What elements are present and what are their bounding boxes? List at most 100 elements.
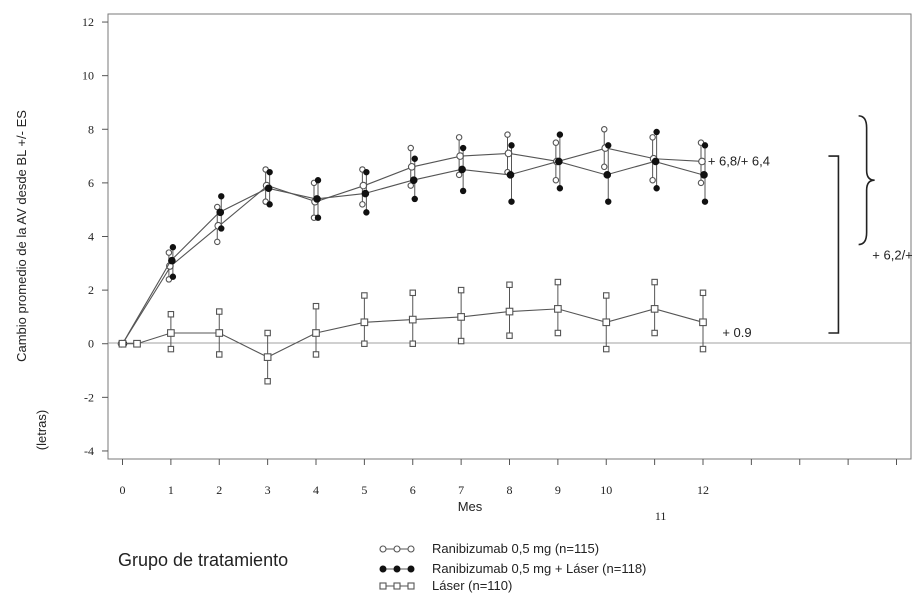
- x-tick-label: 2: [216, 483, 222, 497]
- data-point: [602, 292, 610, 299]
- y-tick-label: 12: [82, 15, 94, 29]
- y-axis-label-line1: Cambio promedio de la AV desde BL +/- ES: [14, 110, 29, 362]
- data-point: [359, 181, 368, 190]
- data-point: [409, 289, 417, 297]
- data-point: [505, 307, 514, 316]
- x-tick-label: 1: [168, 483, 174, 497]
- data-point: [218, 193, 225, 200]
- y-tick-label: 0: [88, 337, 94, 351]
- x-tick-label: 8: [507, 483, 513, 497]
- data-point: [214, 203, 221, 211]
- legend-label: Ranibizumab 0,5 mg (n=115): [432, 541, 599, 556]
- data-point: [216, 351, 223, 358]
- data-point: [264, 329, 271, 337]
- data-point: [556, 185, 564, 192]
- data-point: [407, 582, 415, 590]
- data-point: [214, 238, 221, 246]
- data-point: [363, 168, 370, 176]
- data-point: [603, 171, 612, 179]
- x-extra-label: 11: [655, 509, 667, 523]
- data-point: [264, 184, 273, 193]
- data-point: [650, 305, 659, 313]
- legend-title: Grupo de tratamiento: [118, 550, 288, 570]
- data-point: [393, 545, 401, 553]
- data-point: [556, 131, 564, 138]
- data-point: [508, 142, 515, 149]
- data-point: [263, 353, 272, 361]
- data-point: [651, 157, 660, 166]
- data-point: [506, 281, 513, 289]
- x-tick-label: 3: [265, 483, 271, 497]
- data-point: [698, 157, 706, 166]
- data-point: [169, 273, 177, 280]
- data-point: [411, 155, 418, 162]
- x-tick-label: 9: [555, 483, 561, 497]
- data-point: [459, 187, 467, 195]
- data-point: [169, 244, 177, 251]
- bracket: [828, 155, 840, 334]
- series-line: [122, 308, 704, 358]
- data-point: [314, 214, 322, 221]
- x-tick-label: 10: [600, 483, 612, 497]
- data-point: [600, 126, 608, 133]
- y-tick-label: 8: [88, 122, 94, 136]
- x-tick-label: 12: [697, 483, 709, 497]
- data-point: [218, 225, 225, 232]
- annotation-label: + 6,8/+ 6,4: [708, 153, 770, 168]
- data-point: [699, 318, 707, 327]
- data-point: [312, 329, 320, 337]
- data-point: [167, 310, 175, 318]
- data-point: [407, 144, 415, 152]
- data-point: [215, 329, 224, 337]
- annotation-layer: + 6,8/+ 6,4 + 0.9 + 6,2/+ 5,4*: [708, 115, 912, 340]
- data-point: [554, 278, 562, 286]
- legend: Ranibizumab 0,5 mg (n=115) Ranibizumab 0,…: [379, 541, 646, 593]
- data-point: [504, 131, 511, 138]
- data-point: [133, 339, 141, 348]
- data-point: [167, 329, 175, 337]
- data-point: [393, 565, 401, 573]
- series-layer: [117, 126, 709, 385]
- data-point: [379, 582, 387, 590]
- data-point: [457, 286, 465, 294]
- data-point: [555, 157, 563, 166]
- data-point: [605, 198, 612, 205]
- data-point: [456, 152, 464, 160]
- data-point: [360, 318, 369, 327]
- y-axis-ticks: -4 -2 0 2 4 6 8 10 12: [82, 15, 108, 458]
- data-point: [602, 318, 611, 327]
- brace: [858, 115, 875, 246]
- annotation-label: + 0.9: [722, 325, 751, 340]
- y-tick-label: 4: [88, 230, 94, 244]
- data-point: [651, 329, 658, 337]
- data-point: [455, 134, 463, 141]
- data-point: [409, 340, 417, 347]
- data-point: [459, 144, 467, 152]
- data-point: [653, 128, 660, 136]
- data-point: [407, 162, 416, 171]
- data-point: [506, 171, 515, 179]
- data-point: [653, 185, 660, 192]
- data-point: [167, 345, 175, 353]
- x-axis-label: Mes: [458, 499, 483, 514]
- data-point: [379, 545, 387, 553]
- data-point: [651, 278, 658, 286]
- data-point: [408, 315, 417, 324]
- y-axis-label-line2: (letras): [34, 410, 49, 450]
- plot-frame: [107, 13, 912, 460]
- data-point: [361, 340, 368, 347]
- y-tick-label: 2: [88, 283, 94, 297]
- data-point: [313, 195, 321, 203]
- annotation-label: + 6,2/+ 5,4*: [872, 247, 912, 262]
- data-point: [649, 134, 656, 141]
- data-point: [165, 249, 173, 256]
- data-point: [314, 177, 322, 184]
- data-point: [600, 163, 608, 171]
- data-point: [216, 308, 223, 315]
- data-point: [699, 289, 707, 297]
- data-point: [379, 565, 387, 573]
- data-point: [266, 201, 273, 208]
- data-point: [458, 165, 466, 174]
